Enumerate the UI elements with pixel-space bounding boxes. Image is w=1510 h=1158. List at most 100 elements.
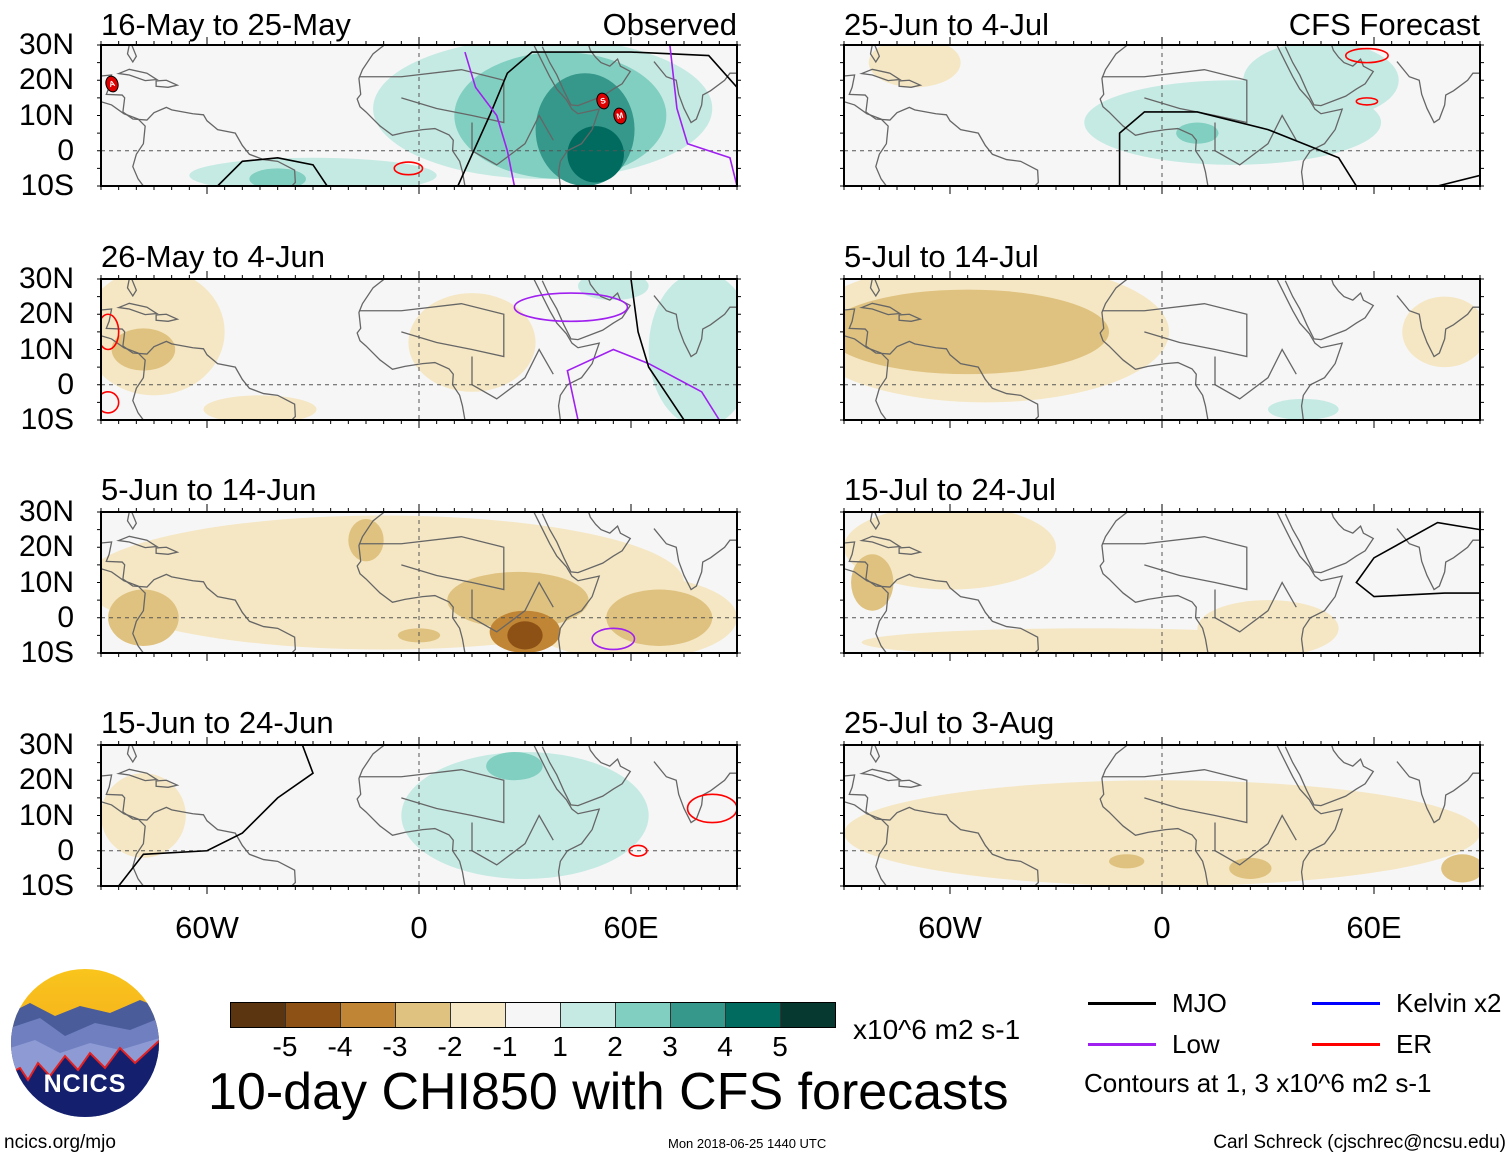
- legend-line: [1088, 1043, 1156, 1046]
- anomaly-region: [868, 45, 961, 88]
- er-contour: [1346, 49, 1388, 63]
- panel-title: 16-May to 25-May: [101, 7, 351, 42]
- lat-tick-label: 10S: [20, 869, 74, 902]
- low-contour: [670, 45, 737, 186]
- legend-label: Low: [1172, 1029, 1220, 1059]
- panel-title: 5-Jul to 14-Jul: [844, 239, 1039, 274]
- colorbar-swatch: [506, 1003, 561, 1027]
- anomaly-region: [447, 571, 589, 629]
- map-panel: [97, 504, 741, 661]
- lat-tick-label: 20N: [18, 297, 74, 331]
- svg-text:NCICS: NCICS: [44, 1070, 127, 1098]
- storm-label: S: [598, 96, 607, 107]
- er-contour: [97, 392, 118, 413]
- lat-tick-label: 20N: [18, 763, 74, 797]
- er-contour: [97, 314, 118, 349]
- storm-label: A: [107, 78, 116, 89]
- lat-tick-label: 30N: [18, 262, 74, 295]
- colorbar-tick-label: -5: [272, 1031, 298, 1062]
- colorbar-swatch: [561, 1003, 616, 1027]
- colorbar-swatch: [286, 1003, 341, 1027]
- lat-tick-label: 10N: [18, 332, 74, 366]
- er-contour: [629, 845, 647, 856]
- lat-tick-label: 0: [57, 600, 74, 634]
- anomaly-region: [1109, 854, 1145, 869]
- colorbar-swatch: [396, 1003, 451, 1027]
- anomaly-region: [249, 168, 306, 186]
- legend-label: Kelvin x2: [1396, 988, 1502, 1018]
- legend-line: [1088, 1002, 1156, 1005]
- lon-tick-label: 60E: [603, 910, 659, 945]
- lat-tick-label: 0: [57, 833, 74, 867]
- panel-title: 15-Jun to 24-Jun: [101, 705, 334, 740]
- mjo-contour: [631, 279, 684, 420]
- legend-line: [1312, 1002, 1380, 1005]
- panel-title: 5-Jun to 14-Jun: [101, 472, 317, 507]
- colorbar-swatch: [671, 1003, 726, 1027]
- ncics-logo: NCICS: [10, 968, 160, 1118]
- anomaly-region: [1441, 854, 1480, 883]
- mjo-contour: [458, 52, 737, 186]
- mjo-contour: [218, 158, 328, 186]
- lat-tick-label: 10N: [18, 798, 74, 832]
- er-contour: [688, 794, 737, 822]
- lon-tick-label: 60E: [1346, 910, 1402, 945]
- low-contour: [514, 293, 627, 321]
- anomaly-region: [1176, 122, 1219, 144]
- lon-tick-label: 60W: [175, 910, 239, 945]
- anomaly-region: [401, 752, 649, 879]
- low-contour: [567, 350, 719, 421]
- lat-tick-label: 30N: [18, 28, 74, 61]
- colorbar-swatch: [451, 1003, 506, 1027]
- colorbar-tick-label: -3: [382, 1031, 408, 1062]
- contour-note: Contours at 1, 3 x10^6 m2 s-1: [1084, 1068, 1432, 1098]
- colorbar-tick-label: 4: [717, 1031, 733, 1062]
- colorbar-swatch: [781, 1003, 835, 1027]
- mjo-contour: [1120, 112, 1357, 186]
- anomaly-region: [844, 289, 1109, 375]
- anomaly-region: [1229, 857, 1272, 879]
- lon-tick-label: 0: [1153, 910, 1171, 945]
- lat-tick-label: 0: [57, 367, 74, 401]
- panel-source-label: CFS Forecast: [1288, 7, 1480, 42]
- er-contour: [1356, 98, 1377, 105]
- lat-tick-label: 10N: [18, 98, 74, 132]
- colorbar-tick-label: -1: [492, 1031, 518, 1062]
- anomaly-region: [101, 773, 186, 858]
- anomaly-region: [606, 589, 713, 646]
- low-contour: [592, 628, 634, 649]
- footer-author: Carl Schreck (cjschrec@ncsu.edu): [1213, 1132, 1506, 1153]
- anomaly-region: [348, 519, 384, 562]
- er-contour: [394, 162, 422, 175]
- colorbar-swatch: [616, 1003, 671, 1027]
- colorbar-tick-label: -2: [437, 1031, 463, 1062]
- anomaly-region: [1243, 45, 1399, 120]
- map-panel: [840, 271, 1484, 428]
- map-panel: [97, 271, 741, 428]
- lon-tick-label: 60W: [918, 910, 982, 945]
- figure-title: 10-day CHI850 with CFS forecasts: [208, 1063, 1009, 1121]
- anomaly-region: [567, 126, 624, 183]
- mjo-contour: [1438, 175, 1480, 186]
- map-panel: [840, 737, 1484, 894]
- map-panel: [840, 37, 1484, 194]
- colorbar-tick-label: 2: [607, 1031, 623, 1062]
- lat-tick-label: 30N: [18, 728, 74, 761]
- legend-line: [1312, 1043, 1380, 1046]
- colorbar-swatch: [341, 1003, 396, 1027]
- mjo-contour: [119, 745, 313, 886]
- anomaly-region: [111, 328, 176, 371]
- lat-tick-label: 10N: [18, 565, 74, 599]
- map-panel: [97, 737, 741, 894]
- lat-tick-label: 20N: [18, 530, 74, 564]
- lon-tick-label: 0: [410, 910, 428, 945]
- panel-title: 15-Jul to 24-Jul: [844, 472, 1056, 507]
- colorbar-swatch: [726, 1003, 781, 1027]
- lat-tick-label: 10S: [20, 636, 74, 669]
- panel-title: 25-Jun to 4-Jul: [844, 7, 1050, 42]
- legend-label: ER: [1396, 1029, 1433, 1059]
- panel-title: 26-May to 4-Jun: [101, 239, 325, 274]
- footer-timestamp: Mon 2018-06-25 1440 UTC: [668, 1136, 827, 1151]
- anomaly-region: [844, 512, 1056, 590]
